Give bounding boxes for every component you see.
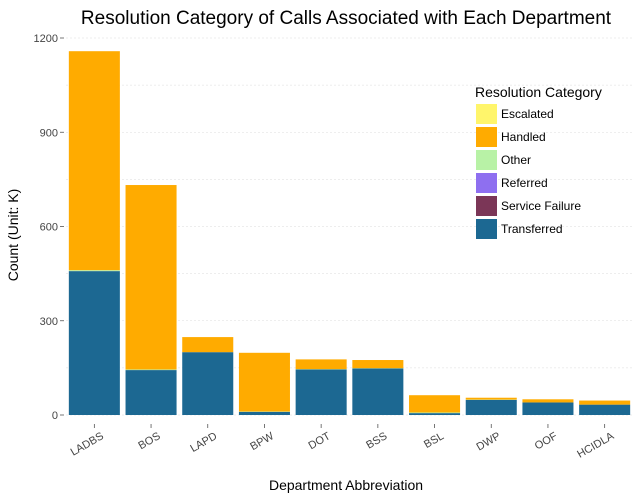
- chart-title: Resolution Category of Calls Associated …: [81, 8, 612, 29]
- x-tick-label: HCIDLA: [575, 430, 617, 461]
- legend-label: Service Failure: [501, 199, 581, 213]
- bar-oof-handled: [522, 399, 574, 403]
- x-tick-label: OOF: [533, 430, 560, 452]
- legend-swatch: [476, 196, 497, 216]
- bar-dot-handled: [295, 359, 347, 370]
- x-tick-label: LAPD: [188, 430, 219, 455]
- legend-swatch: [476, 104, 497, 124]
- legend-swatch: [476, 127, 497, 147]
- legend-swatch: [476, 150, 497, 170]
- bar-dot-transferred: [295, 369, 347, 415]
- y-tick-label: 600: [40, 222, 58, 234]
- bar-lapd-transferred: [182, 352, 234, 415]
- bar-bos-transferred: [125, 370, 177, 415]
- x-tick-label: BSS: [364, 430, 389, 451]
- y-tick-label: 1200: [34, 33, 58, 45]
- bar-hcidla-handled: [579, 400, 631, 405]
- x-axis-title: Department Abbreviation: [269, 477, 423, 493]
- bar-ladbs-other: [68, 270, 120, 272]
- legend-swatch: [476, 219, 497, 239]
- legend-label: Other: [501, 153, 531, 167]
- y-tick-label: 300: [40, 316, 58, 328]
- legend: Resolution Category Escalated Handled Othe…: [475, 84, 602, 239]
- bars: [68, 51, 631, 415]
- bar-bsl-other: [409, 412, 461, 414]
- bar-dwp-handled: [465, 397, 517, 400]
- legend-title: Resolution Category: [475, 84, 602, 100]
- bar-hcidla-transferred: [579, 404, 631, 415]
- bar-bsl-handled: [409, 395, 461, 413]
- bar-bpw-transferred: [238, 411, 290, 415]
- bar-ladbs-handled: [68, 51, 120, 271]
- x-tick-label: BSL: [422, 430, 446, 451]
- x-axis: LADBS BOS LAPD BPW DOT BSS BSL DWP OOF HCIDLA: [69, 424, 617, 461]
- bar-bsl-transferred: [409, 413, 461, 415]
- legend-label: Transferred: [501, 222, 563, 236]
- legend-label: Handled: [501, 130, 546, 144]
- legend-label: Escalated: [501, 107, 554, 121]
- bar-bos-other: [125, 369, 177, 371]
- bar-ladbs-transferred: [68, 271, 120, 415]
- x-tick-label: DOT: [307, 430, 333, 452]
- x-tick-label: DWP: [475, 430, 503, 453]
- x-tick-label: BPW: [248, 430, 276, 453]
- bar-bos-handled: [125, 185, 177, 370]
- legend-label: Referred: [501, 176, 548, 190]
- y-tick-label: 900: [40, 127, 58, 139]
- bar-bss-transferred: [352, 368, 404, 415]
- bar-bpw-handled: [238, 352, 290, 412]
- bar-oof-transferred: [522, 402, 574, 415]
- y-tick-label: 0: [52, 410, 58, 422]
- y-axis: 0 300 600 900 1200: [34, 33, 64, 422]
- bar-dwp-transferred: [465, 399, 517, 415]
- x-tick-label: LADBS: [69, 430, 106, 458]
- legend-swatch: [476, 173, 497, 193]
- bar-bss-handled: [352, 360, 404, 369]
- bar-lapd-handled: [182, 337, 234, 353]
- x-tick-label: BOS: [136, 430, 162, 452]
- y-axis-title: Count (Unit: K): [5, 189, 21, 282]
